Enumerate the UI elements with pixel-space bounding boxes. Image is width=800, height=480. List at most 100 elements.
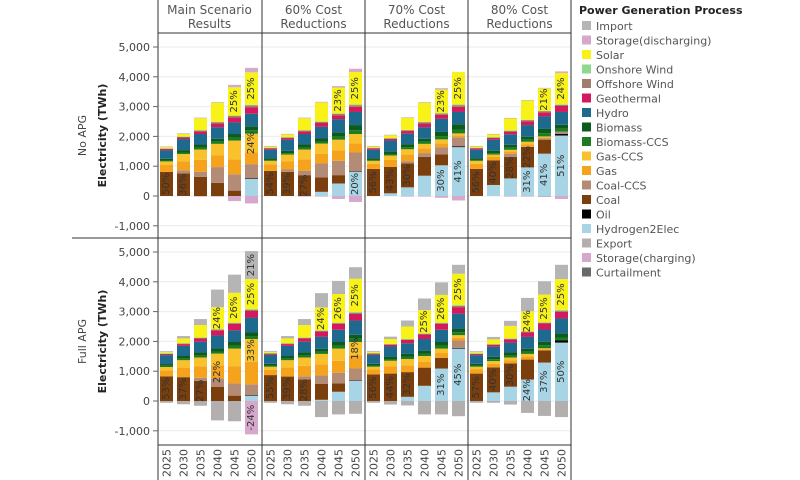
segment-coal	[538, 350, 551, 363]
segment-gas	[418, 148, 431, 154]
segment-coal-ccs	[315, 375, 328, 384]
legend-swatch	[582, 79, 591, 88]
segment-biomass-ccs	[228, 137, 241, 141]
segment-import	[194, 319, 207, 326]
segment-hydro	[367, 354, 380, 364]
segment-biomass-ccs	[487, 153, 500, 155]
segment-biomass-ccs	[281, 153, 294, 155]
segment-gas-ccs	[367, 160, 380, 164]
segment-hydro	[538, 329, 551, 342]
data-label: 41%	[453, 160, 464, 182]
segment-gas-ccs	[470, 366, 483, 370]
segment-biomass	[264, 363, 277, 366]
bar-2050: 25% 41%	[452, 72, 465, 201]
segment-storage-charging	[452, 196, 465, 201]
segment-onshore-wind	[160, 148, 173, 149]
segment-export	[264, 401, 277, 403]
segment-biomass-ccs	[384, 153, 397, 156]
segment-solar	[487, 339, 500, 345]
data-label: 22%	[522, 146, 533, 168]
data-label: 30%	[505, 364, 516, 386]
segment-biomass-ccs	[435, 136, 448, 140]
bar-2030: 43%	[384, 134, 397, 196]
segment-biomass	[504, 144, 517, 148]
segment-biomass-ccs	[367, 159, 380, 161]
segment-onshore-wind	[384, 138, 397, 139]
segment-solar	[160, 147, 173, 149]
segment-onshore-wind	[281, 343, 294, 344]
data-label: 26%	[436, 298, 447, 320]
segment-solar	[194, 325, 207, 338]
legend-swatch	[582, 253, 591, 262]
segment-solar	[452, 72, 465, 105]
legend-swatch	[582, 166, 591, 175]
segment-hydro	[538, 116, 551, 129]
segment-hydrogen2elec	[538, 362, 551, 401]
bar-2045: 26%	[332, 280, 345, 415]
x-tick-label: 2045	[539, 449, 552, 477]
legend-item: Biomass-CCS	[596, 136, 669, 149]
segment-gas	[228, 366, 241, 384]
segment-coal-ccs	[418, 153, 431, 157]
segment-geothermal	[521, 121, 534, 126]
segment-import	[538, 281, 551, 295]
legend-item: Export	[596, 238, 633, 251]
bar-2050: 25% 24%	[245, 67, 258, 204]
segment-geothermal	[538, 323, 551, 330]
segment-hydro	[194, 134, 207, 145]
legend-item: Curtailment	[596, 267, 662, 280]
segment-biomass	[211, 348, 224, 352]
segment-export	[538, 196, 551, 197]
segment-onshore-wind	[418, 333, 431, 334]
segment-coal-ccs	[452, 340, 465, 348]
segment-coal	[521, 146, 534, 168]
segment-onshore-wind	[367, 353, 380, 354]
segment-hydrogen2elec	[245, 179, 258, 196]
segment-gas-ccs	[504, 149, 517, 152]
data-label: 55%	[265, 377, 276, 399]
bar-2030: 39%	[281, 336, 294, 405]
bar-2035: 30%	[401, 117, 414, 197]
segment-export	[487, 401, 500, 403]
segment-gas	[315, 153, 328, 164]
segment-onshore-wind	[298, 130, 311, 131]
segment-solar	[245, 279, 258, 309]
segment-gas	[160, 370, 173, 377]
legend-item: Oil	[596, 209, 611, 222]
segment-geothermal	[504, 131, 517, 135]
segment-geothermal	[264, 148, 277, 150]
data-label: 21%	[246, 254, 257, 276]
segment-hydrogen2elec	[521, 167, 534, 196]
segment-biomass	[298, 352, 311, 356]
segment-gas	[264, 164, 277, 171]
bar-2035: 28%	[298, 319, 311, 406]
segment-coal	[504, 363, 517, 387]
segment-coal	[315, 177, 328, 192]
segment-biomass-ccs	[245, 130, 258, 134]
segment-gas	[194, 159, 207, 172]
segment-solar	[298, 325, 311, 338]
segment-gas	[435, 143, 448, 148]
segment-gas	[349, 355, 362, 369]
segment-import	[487, 336, 500, 340]
segment-onshore-wind	[349, 311, 362, 313]
row-label: Full APG	[76, 319, 89, 364]
segment-import	[332, 86, 345, 87]
data-label: 25%	[350, 284, 361, 306]
segment-hydrogen2elec	[418, 175, 431, 196]
segment-geothermal	[332, 323, 345, 330]
x-axis-years: 2025 2030 2035 2040 2045 2050 2025 2030 2035 2040…	[161, 449, 569, 477]
segment-coal	[211, 182, 224, 196]
segment-hydrogen2elec	[401, 396, 414, 401]
segment-coal	[264, 170, 277, 196]
segment-oil	[555, 340, 568, 343]
segment-hydro	[555, 111, 568, 125]
segment-geothermal	[211, 330, 224, 336]
column-title: 80% Cost	[491, 3, 548, 17]
segment-biomass	[555, 333, 568, 338]
segment-hydro	[228, 330, 241, 342]
segment-gas	[487, 156, 500, 161]
segment-coal	[401, 372, 414, 397]
segment-export	[452, 401, 465, 417]
segment-coal	[177, 173, 190, 196]
